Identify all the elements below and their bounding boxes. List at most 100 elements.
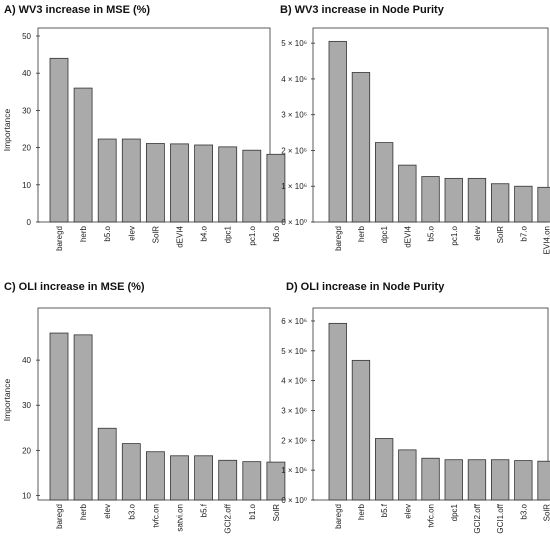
category-label: herb [79, 225, 88, 242]
category-label: b5.o [427, 225, 436, 241]
y-tick-label: 6 × 10⁶ [281, 317, 307, 326]
bar-pc1.o [444, 177, 463, 223]
category-label: b3.o [127, 503, 136, 519]
y-tick-label: 20 [22, 446, 31, 455]
panel-d-title: D) OLI increase in Node Purity [286, 281, 445, 293]
y-tick-label: 50 [22, 32, 31, 41]
bar-GCI1.off [490, 459, 510, 501]
panel-b-title: B) WV3 increase in Node Purity [280, 4, 445, 16]
category-label: baregd [55, 504, 64, 529]
panel-c-oli-mse: C) OLI increase in MSE (%) Importance ba… [2, 281, 286, 534]
category-label: b5.f [380, 503, 389, 517]
bar-GCI2.off [218, 459, 238, 501]
y-tick-label: 20 [22, 144, 31, 153]
category-label: herb [357, 503, 366, 520]
bar-baregd [328, 322, 347, 501]
category-label: GCI2.off [224, 503, 233, 533]
y-tick-label: 2 × 10⁶ [281, 146, 307, 155]
bar-pc1.o [242, 149, 262, 223]
bar-dpc1 [218, 146, 238, 223]
category-label: dpc1 [450, 503, 459, 521]
category-label: GCI2.off [473, 503, 482, 533]
bar-SolR [145, 143, 165, 223]
category-label: b3.o [519, 503, 528, 519]
bar-tvfc.on [145, 451, 165, 501]
bar-herb [73, 87, 93, 223]
bar-elev [398, 449, 417, 501]
category-label: b4.o [200, 225, 209, 241]
category-label: dEVI4 [403, 225, 412, 247]
bar-herb [73, 334, 93, 501]
bar-SolR [537, 460, 550, 501]
category-label: b5.f [200, 503, 209, 517]
y-tick-label: 3 × 10⁶ [281, 406, 307, 415]
category-label: dEVI4 [176, 225, 185, 247]
bar-SolR [266, 461, 286, 501]
y-tick-label: 0 × 10⁰ [281, 218, 307, 227]
bar-baregd [328, 40, 347, 223]
category-label: tvfc.on [427, 504, 436, 528]
y-tick-label: 10 [22, 491, 31, 500]
category-label: baregd [334, 504, 343, 529]
category-label: tvfc.on [151, 504, 160, 528]
category-label: dpc1 [380, 225, 389, 243]
bar-tvfc.on [421, 457, 440, 501]
bar-SolR [490, 183, 510, 223]
category-label: b6.o [272, 225, 281, 241]
y-tick-label: 40 [22, 69, 31, 78]
bar-elev [97, 427, 117, 501]
bar-elev [121, 138, 141, 223]
bar-elev [467, 177, 487, 223]
bar-EVI4.on [537, 186, 550, 223]
category-label: pc1.o [248, 225, 257, 245]
category-label: elev [403, 504, 412, 519]
panel-b-wv3-node-purity: B) WV3 increase in Node Purity baregd her… [280, 4, 550, 254]
panel-a-ylabel: Importance [2, 108, 12, 151]
category-label: satvi.on [176, 504, 185, 532]
bar-herb [351, 359, 371, 501]
y-tick-label: 3 × 10⁶ [281, 111, 307, 120]
category-label: elev [103, 504, 112, 519]
y-tick-label: 4 × 10⁶ [281, 75, 307, 84]
bar-satvi.on [170, 455, 189, 501]
bar-b5.f [194, 455, 214, 501]
category-label: GCI1.off [496, 503, 505, 533]
y-tick-label: 1 × 10⁶ [281, 182, 307, 191]
bar-baregd [49, 332, 69, 501]
bar-b5.o [97, 138, 117, 223]
panel-c-ylabel: Importance [2, 378, 12, 421]
bar-b4.o [194, 144, 214, 223]
category-label: SolR [151, 226, 160, 244]
y-tick-label: 40 [22, 356, 31, 365]
y-tick-label: 2 × 10⁶ [281, 436, 307, 445]
y-tick-label: 1 × 10⁶ [281, 466, 307, 475]
panel-a-wv3-mse: A) WV3 increase in MSE (%) Importance ba… [2, 4, 286, 251]
category-label: herb [79, 503, 88, 520]
category-label: baregd [334, 226, 343, 251]
bar-b6.o [266, 153, 286, 223]
bar-dpc1 [374, 142, 394, 223]
category-label: b1.o [248, 503, 257, 519]
category-label: EVI4.on [543, 226, 550, 254]
bar-b5.f [374, 438, 394, 501]
bar-b7.o [514, 185, 533, 223]
bar-b3.o [514, 460, 533, 501]
category-label: elev [127, 226, 136, 241]
panel-a-title: A) WV3 increase in MSE (%) [4, 4, 150, 16]
bar-b3.o [121, 443, 141, 501]
y-tick-label: 4 × 10⁶ [281, 377, 307, 386]
category-label: herb [357, 225, 366, 242]
panel-d-oli-node-purity: D) OLI increase in Node Purity baregd her… [281, 281, 550, 534]
y-tick-label: 0 [27, 218, 32, 227]
category-label: elev [473, 226, 482, 241]
y-tick-label: 10 [22, 181, 31, 190]
y-tick-label: 30 [22, 401, 31, 410]
category-label: SolR [496, 226, 505, 244]
category-label: SolR [543, 504, 550, 522]
y-tick-label: 5 × 10⁶ [281, 347, 307, 356]
bar-dEVI4 [398, 164, 417, 223]
bar-dpc1 [444, 459, 463, 501]
category-label: b5.o [103, 225, 112, 241]
category-label: pc1.o [450, 225, 459, 245]
